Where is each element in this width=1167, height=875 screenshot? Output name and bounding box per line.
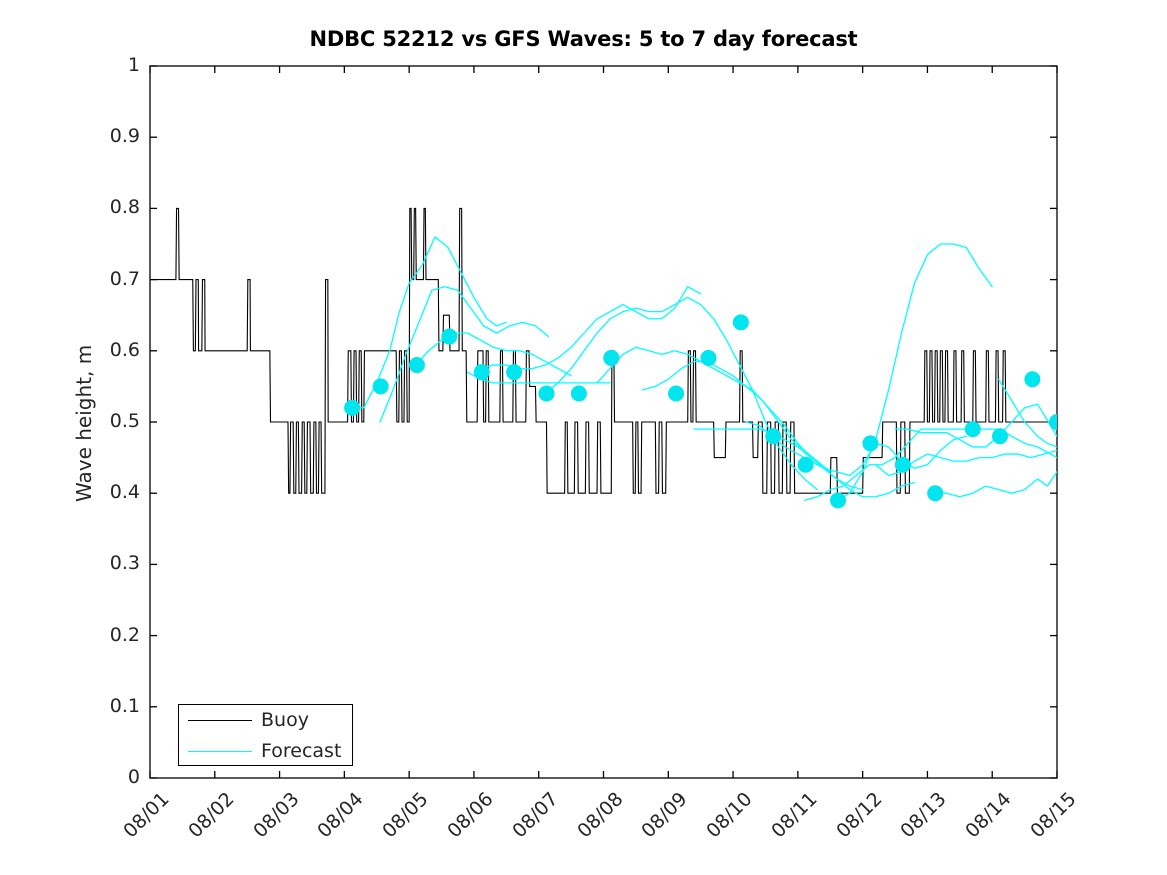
- series-forecast-run-12: [836, 243, 993, 501]
- legend-entry-forecast[interactable]: Forecast: [179, 736, 352, 767]
- forecast-marker-11: [732, 314, 749, 331]
- forecast-marker-0: [344, 399, 361, 416]
- forecast-marker-8: [603, 349, 620, 366]
- forecast-marker-12: [765, 428, 782, 445]
- y-tick-label-2: 0.2: [109, 623, 140, 646]
- forecast-marker-9: [668, 385, 685, 402]
- y-tick-label-6: 0.6: [109, 338, 140, 361]
- y-tick-label-0: 0: [127, 766, 140, 788]
- forecast-marker-10: [700, 349, 717, 366]
- forecast-marker-21: [1049, 414, 1057, 430]
- forecast-marker-19: [991, 428, 1008, 445]
- forecast-marker-7: [570, 385, 587, 402]
- chart-legend: Buoy Forecast: [178, 704, 353, 766]
- series-forecast-run-11: [803, 428, 1057, 501]
- legend-label-forecast: Forecast: [261, 740, 342, 762]
- forecast-marker-5: [506, 364, 523, 381]
- forecast-marker-2: [408, 357, 425, 374]
- forecast-marker-3: [441, 328, 458, 345]
- series-layer: [150, 207, 1057, 509]
- y-tick-label-4: 0.4: [109, 481, 140, 504]
- forecast-marker-20: [1024, 371, 1041, 388]
- series-forecast-run-10: [745, 421, 967, 477]
- plot-frame: [149, 65, 1058, 779]
- legend-label-buoy: Buoy: [261, 709, 309, 731]
- y-tick-label-3: 0.3: [109, 552, 140, 575]
- series-forecast-run-2: [379, 286, 550, 423]
- legend-entry-buoy[interactable]: Buoy: [179, 705, 352, 736]
- series-forecast-run-4: [466, 371, 611, 384]
- y-tick-label-8: 0.8: [109, 196, 140, 219]
- forecast-marker-6: [538, 385, 555, 402]
- y-tick-label-1: 0.1: [109, 694, 140, 717]
- forecast-marker-18: [964, 421, 981, 438]
- series-forecast-run-1: [350, 236, 507, 409]
- forecast-marker-13: [797, 456, 814, 473]
- series-forecast-run-15: [933, 471, 1057, 498]
- legend-swatch-forecast: [188, 751, 252, 752]
- forecast-marker-16: [894, 456, 911, 473]
- y-tick-label-7: 0.7: [109, 267, 140, 290]
- series-forecast-run-13: [894, 403, 1057, 448]
- forecast-marker-4: [473, 364, 490, 381]
- series-forecast-run-3: [414, 332, 572, 377]
- series-forecast-run-7: [596, 346, 831, 473]
- series-forecast-run-9: [693, 428, 916, 498]
- series-forecast-run-16: [998, 378, 1057, 448]
- series-buoy: [150, 207, 1057, 494]
- forecast-marker-15: [862, 435, 879, 452]
- forecast-marker-17: [927, 485, 944, 502]
- forecast-marker-1: [372, 378, 389, 395]
- chart-title: NDBC 52212 vs GFS Waves: 5 to 7 day fore…: [309, 27, 858, 51]
- y-tick-label-5: 0.5: [109, 410, 140, 432]
- y-tick-label-9: 0.9: [109, 125, 140, 148]
- forecast-marker-14: [830, 492, 847, 509]
- y-tick-label-10: 1: [127, 54, 140, 76]
- y-axis-label: Wave height, m: [72, 344, 96, 502]
- legend-swatch-buoy: [188, 720, 252, 721]
